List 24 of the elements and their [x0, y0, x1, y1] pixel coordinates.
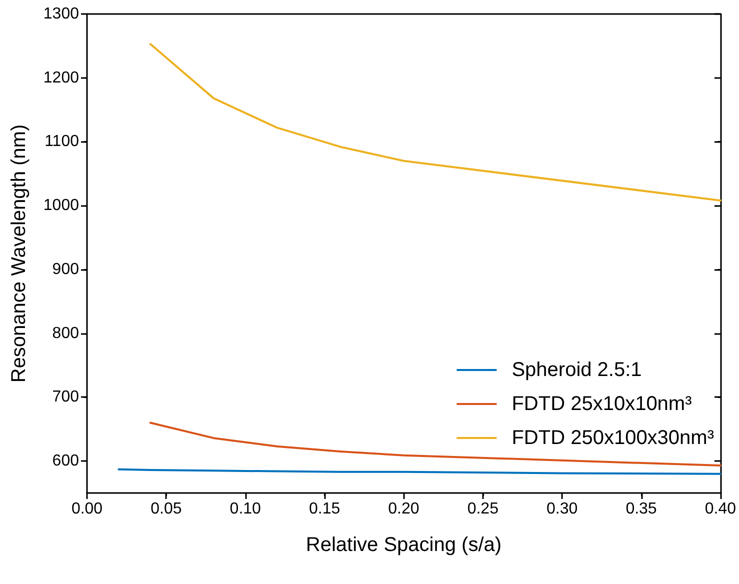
y-tick-label: 1100	[44, 133, 80, 150]
x-tick-label: 0.30	[546, 500, 578, 518]
x-tick-label: 0.40	[704, 500, 736, 518]
x-tick-label: 0.35	[626, 500, 657, 518]
y-tick-label: 1200	[43, 69, 80, 86]
x-axis-title: Relative Spacing (s/a)	[306, 534, 502, 556]
x-tick-label: 0.00	[71, 500, 103, 518]
x-tick-label: 0.10	[230, 500, 262, 518]
x-tick-label: 0.20	[388, 500, 420, 518]
y-tick-label: 700	[52, 388, 80, 406]
legend-label: FDTD 250x100x30nm³	[512, 427, 714, 449]
y-tick-label: 600	[52, 452, 80, 470]
y-tick-label: 1300	[43, 6, 80, 22]
legend-label: Spheroid 2.5:1	[512, 359, 642, 381]
y-axis-title: Resonance Wavelength (nm)	[8, 124, 30, 383]
y-tick-label: 1000	[43, 197, 80, 214]
x-tick-label: 0.05	[150, 500, 182, 518]
line-series	[149, 422, 722, 467]
x-tick-label: 0.15	[308, 500, 340, 518]
legend-label: FDTD 25x10x10nm³	[512, 393, 692, 415]
x-tick-label: 0.25	[467, 500, 499, 518]
y-tick-label: 900	[52, 260, 80, 278]
line-series	[149, 43, 722, 202]
y-tick-label: 800	[52, 324, 80, 342]
